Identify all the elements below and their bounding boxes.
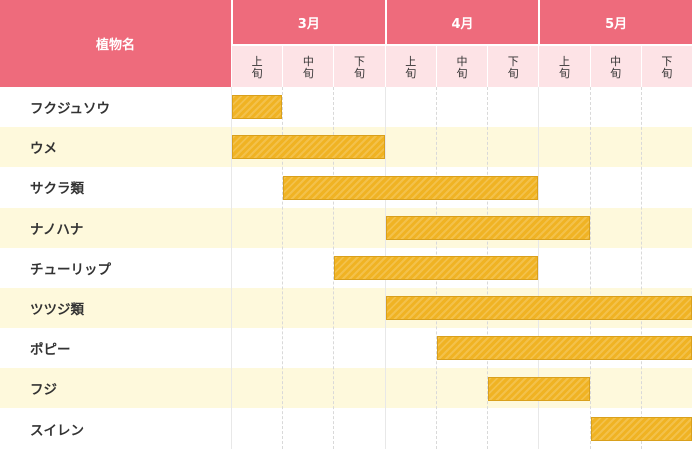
period-header: 中旬 bbox=[282, 44, 334, 87]
period-char: 旬 bbox=[558, 66, 570, 80]
period-header: 下旬 bbox=[333, 44, 385, 87]
period-char: 旬 bbox=[507, 66, 519, 80]
period-bar bbox=[385, 215, 590, 240]
plant-name-label: チューリップ bbox=[30, 261, 111, 278]
period-bar bbox=[232, 135, 385, 160]
period-char: 上 bbox=[558, 54, 570, 68]
table-row: スイレン bbox=[0, 409, 692, 449]
table-row: ポピー bbox=[0, 328, 692, 368]
period-header: 上旬 bbox=[384, 44, 436, 87]
period-char: 上 bbox=[405, 54, 417, 68]
period-header: 上旬 bbox=[538, 44, 590, 87]
grid-line bbox=[282, 87, 284, 449]
period-char: 旬 bbox=[251, 66, 263, 80]
period-char: 下 bbox=[661, 54, 673, 68]
month-header: 3月 bbox=[231, 0, 385, 44]
period-char: 旬 bbox=[610, 66, 622, 80]
period-bar bbox=[283, 175, 539, 200]
period-char: 旬 bbox=[456, 66, 468, 80]
grid-line bbox=[333, 87, 335, 449]
period-bar bbox=[436, 336, 692, 361]
period-char: 旬 bbox=[302, 66, 314, 80]
period-char: 中 bbox=[456, 54, 468, 68]
period-header: 上旬 bbox=[231, 44, 283, 87]
period-char: 旬 bbox=[354, 66, 366, 80]
plant-name-header: 植物名 bbox=[0, 0, 231, 87]
period-bar bbox=[488, 376, 590, 401]
plant-name-label: フクジュソウ bbox=[30, 101, 111, 117]
period-char: 上 bbox=[251, 54, 263, 68]
table-row: フクジュソウ bbox=[0, 87, 692, 127]
period-char: 旬 bbox=[661, 66, 673, 80]
grid-line bbox=[538, 87, 540, 449]
period-header: 中旬 bbox=[435, 44, 488, 87]
plant-name-label: スイレン bbox=[30, 422, 84, 439]
plant-name-label: ポピー bbox=[30, 342, 71, 359]
period-char: 旬 bbox=[405, 66, 417, 80]
plant-name-label: ツツジ類 bbox=[30, 302, 84, 318]
period-bar bbox=[590, 416, 692, 441]
plant-name-label: ウメ bbox=[30, 141, 57, 158]
plant-name-label: フジ bbox=[30, 382, 57, 399]
period-bar bbox=[334, 255, 539, 280]
period-char: 中 bbox=[610, 54, 622, 68]
period-char: 下 bbox=[507, 54, 519, 68]
grid-separator bbox=[231, 87, 232, 449]
plant-name-label: ナノハナ bbox=[30, 221, 84, 238]
table-row: サクラ類 bbox=[0, 167, 692, 207]
period-header: 下旬 bbox=[487, 44, 539, 87]
plant-name-label: サクラ類 bbox=[30, 181, 84, 198]
month-header: 5月 bbox=[538, 0, 692, 44]
month-header: 4月 bbox=[384, 0, 539, 44]
period-bar bbox=[385, 296, 692, 321]
grid-line bbox=[589, 87, 591, 449]
grid-line bbox=[640, 87, 642, 449]
table-row: チューリップ bbox=[0, 248, 692, 288]
period-char: 中 bbox=[302, 54, 314, 68]
period-char: 下 bbox=[354, 54, 366, 68]
period-bar bbox=[232, 95, 283, 120]
period-header: 下旬 bbox=[640, 44, 692, 87]
period-header: 中旬 bbox=[589, 44, 641, 87]
